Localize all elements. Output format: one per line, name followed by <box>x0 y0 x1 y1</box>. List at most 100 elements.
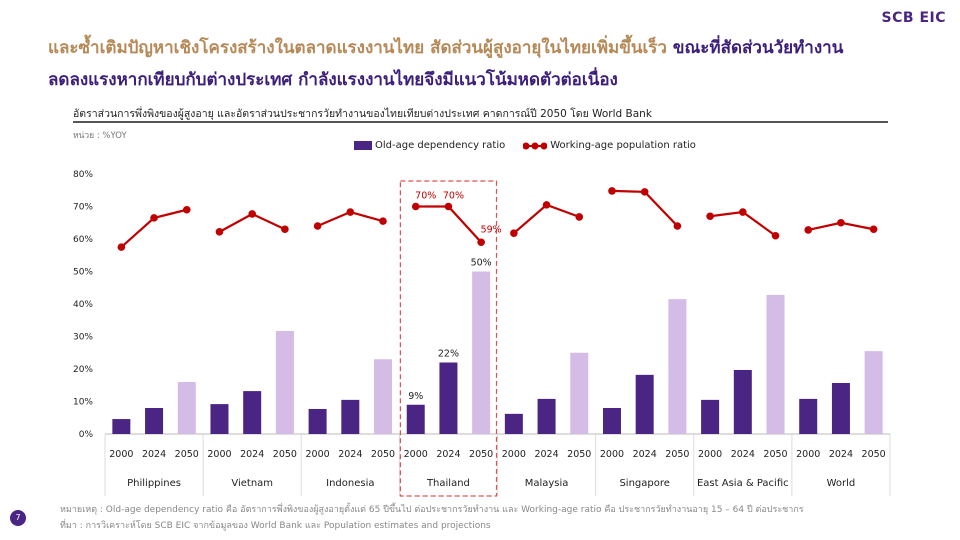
bar-east-asia-pacific-2000 <box>701 399 720 434</box>
legend-working-age: Working-age population ratio <box>550 140 696 151</box>
working-age-point <box>411 202 420 211</box>
unit-label: หน่วย : %YOY <box>73 131 127 141</box>
working-age-point <box>608 187 616 195</box>
y-tick-label: 20% <box>73 365 93 375</box>
bar-world-2024 <box>831 382 850 434</box>
legend-line-swatch <box>523 142 548 149</box>
y-tick-label: 50% <box>73 268 93 278</box>
bar-indonesia-2050 <box>374 359 393 434</box>
working-age-point <box>771 231 780 240</box>
group-label: Indonesia <box>326 478 374 489</box>
working-age-point <box>379 217 387 225</box>
year-label: 2024 <box>338 449 362 460</box>
year-label: 2000 <box>698 449 722 460</box>
working-age-point <box>673 222 682 230</box>
year-label: 2024 <box>534 449 558 460</box>
year-label: 2050 <box>567 449 591 460</box>
bar-philippines-2050 <box>177 382 196 434</box>
year-label: 2050 <box>175 449 199 460</box>
bar-thailand-2050 <box>472 271 491 434</box>
bar-vietnam-2050 <box>275 330 294 434</box>
year-label: 2024 <box>142 449 166 460</box>
group-label: East Asia & Pacific <box>697 478 789 489</box>
headline-part1: และซ้ำเติมปัญหาเชิงโครงสร้างในตลาดแรงงาน… <box>48 38 667 58</box>
group-label: Singapore <box>619 478 669 489</box>
working-age-point <box>640 188 649 196</box>
y-tick-label: 60% <box>73 235 93 245</box>
bar-thailand-2000 <box>406 404 425 434</box>
year-label: 2000 <box>796 449 820 460</box>
working-age-point <box>117 243 126 251</box>
line-value-label: 59% <box>481 224 502 235</box>
working-age-point <box>869 225 878 234</box>
y-tick-label: 70% <box>73 203 93 213</box>
group-label: Thailand <box>426 478 470 489</box>
bar-world-2050 <box>864 351 883 434</box>
chart-title: อัตราส่วนการพึ่งพิงของผู้สูงอายุ และอัตร… <box>73 108 652 120</box>
group-label: Malaysia <box>525 478 569 489</box>
year-label: 2050 <box>371 449 395 460</box>
page-number: 7 <box>10 510 26 526</box>
working-age-point <box>346 208 355 216</box>
bar-malaysia-2050 <box>570 352 589 434</box>
bar-philippines-2000 <box>112 419 131 434</box>
bar-singapore-2000 <box>602 408 621 434</box>
working-age-point <box>248 210 256 218</box>
headline-part2: ขณะที่สัดส่วนวัยทำงาน <box>672 38 844 58</box>
year-label: 2050 <box>763 449 787 460</box>
working-age-point <box>150 214 158 222</box>
working-age-point <box>313 222 322 230</box>
working-age-point <box>575 213 584 221</box>
working-age-point <box>837 218 845 227</box>
y-tick-label: 0% <box>79 430 94 440</box>
working-age-point <box>182 205 191 214</box>
working-age-point <box>542 201 551 209</box>
year-label: 2024 <box>829 449 853 460</box>
year-label: 2000 <box>600 449 624 460</box>
bar-singapore-2024 <box>635 374 654 434</box>
scb-eic-logo: SCB EIC <box>881 10 946 26</box>
bar-indonesia-2000 <box>308 408 327 434</box>
year-label: 2000 <box>207 449 231 460</box>
group-label: Philippines <box>127 478 181 489</box>
working-age-line <box>611 189 679 227</box>
legend: Old-age dependency ratio Working-age pop… <box>354 140 696 151</box>
year-label: 2000 <box>109 449 133 460</box>
footnote: หมายเหตุ : Old-age dependency ratio คือ … <box>60 505 804 515</box>
bar-indonesia-2024 <box>341 399 360 434</box>
working-age-line <box>415 205 482 243</box>
year-label: 2000 <box>306 449 330 460</box>
working-age-point <box>215 228 224 236</box>
source: ที่มา : การวิเคราะห์โดย SCB EIC จากข้อมู… <box>60 521 491 531</box>
headline-line1: และซ้ำเติมปัญหาเชิงโครงสร้างในตลาดแรงงาน… <box>48 34 843 61</box>
year-label: 2024 <box>436 449 460 460</box>
year-label: 2024 <box>240 449 264 460</box>
working-age-point <box>510 229 518 237</box>
y-tick-label: 80% <box>73 170 93 180</box>
bar-value-label: 50% <box>471 258 492 269</box>
year-label: 2050 <box>665 449 689 460</box>
year-label: 2000 <box>404 449 428 460</box>
bar-east-asia-pacific-2050 <box>766 294 785 434</box>
y-tick-label: 30% <box>73 333 93 343</box>
thailand-highlight-box <box>399 180 498 497</box>
bar-value-label: 22% <box>438 349 459 360</box>
year-label: 2024 <box>633 449 657 460</box>
year-label: 2024 <box>731 449 755 460</box>
bar-malaysia-2024 <box>537 398 556 434</box>
group-label: Vietnam <box>231 478 273 489</box>
working-age-line <box>513 203 580 234</box>
year-label: 2050 <box>469 449 493 460</box>
bar-world-2000 <box>799 398 818 434</box>
bar-vietnam-2024 <box>243 391 262 434</box>
year-label: 2050 <box>273 449 297 460</box>
bar-vietnam-2000 <box>210 404 229 434</box>
working-age-point <box>477 238 485 247</box>
divider <box>73 121 888 123</box>
group-label: World <box>827 478 856 489</box>
bar-singapore-2050 <box>668 299 687 434</box>
legend-bar-swatch <box>354 141 372 150</box>
y-tick-label: 10% <box>73 398 93 408</box>
line-value-label: 70% <box>443 191 464 202</box>
